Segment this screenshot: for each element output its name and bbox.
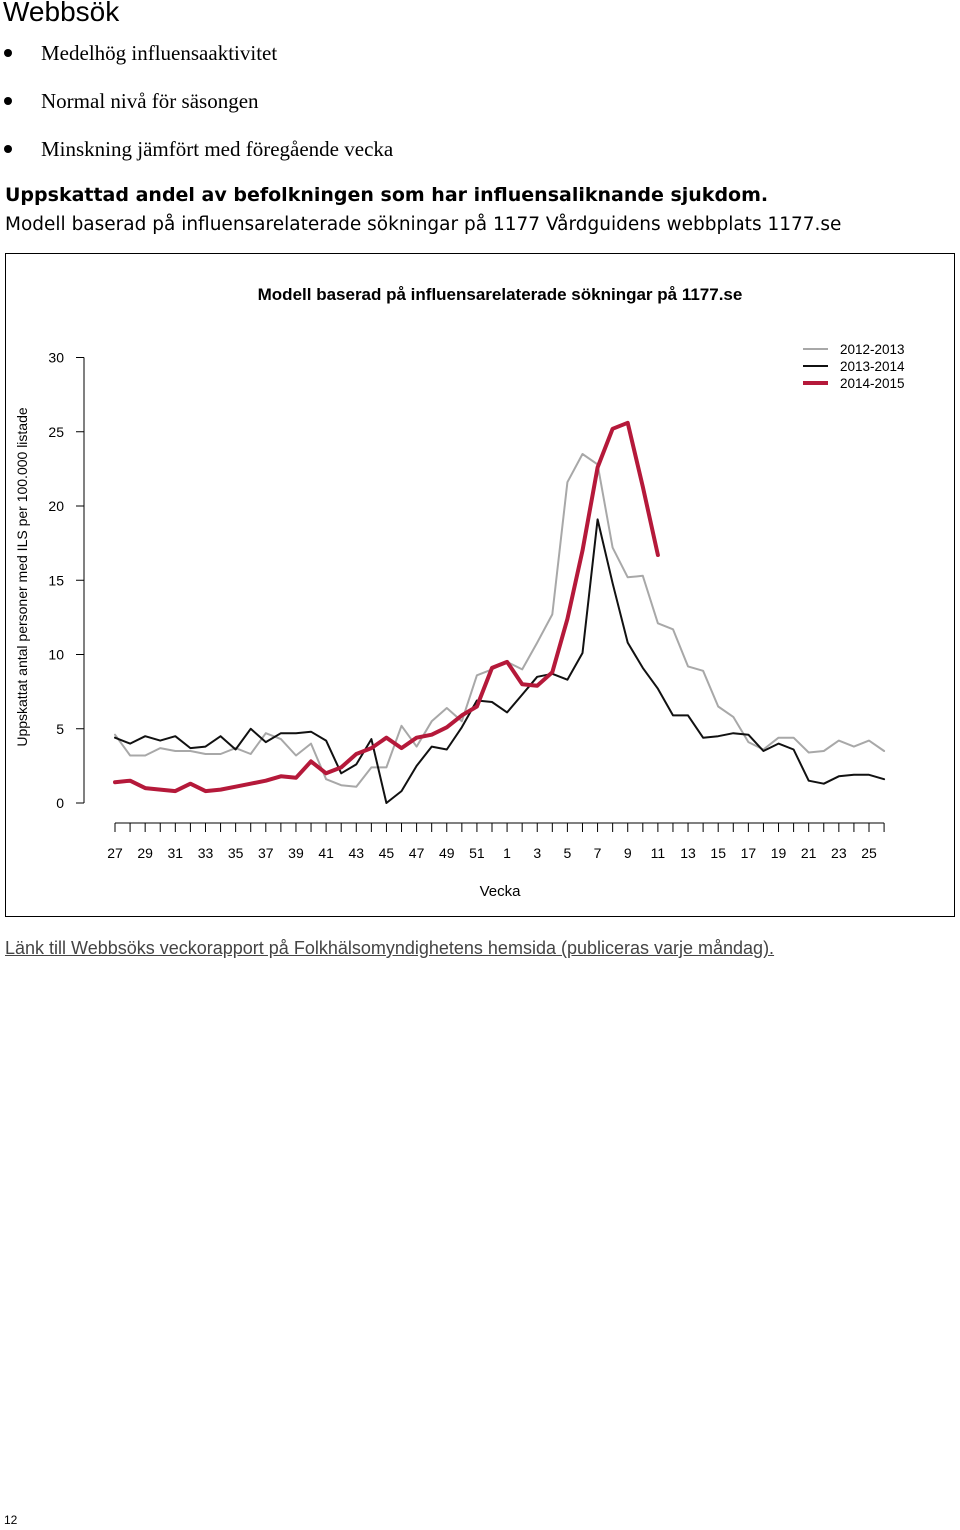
chart-frame: Modell baserad på influensarelaterade sö… — [5, 253, 955, 917]
x-tick-label: 29 — [137, 845, 153, 861]
x-tick-label: 49 — [439, 845, 455, 861]
legend-label: 2014-2015 — [840, 376, 905, 391]
y-tick-label: 5 — [56, 721, 64, 737]
y-axis-label: Uppskattat antal personer med ILS per 10… — [14, 407, 30, 747]
x-tick-label: 27 — [107, 845, 123, 861]
x-tick-label: 43 — [348, 845, 364, 861]
y-tick-label: 15 — [48, 572, 64, 588]
y-tick-label: 30 — [48, 350, 64, 366]
series-line-2014-2015 — [113, 420, 660, 794]
x-tick-label: 9 — [624, 845, 632, 861]
x-tick-label: 33 — [198, 845, 214, 861]
x-tick-label: 47 — [409, 845, 425, 861]
status-bullet-list: Medelhög influensaaktivitet Normal nivå … — [0, 38, 393, 182]
x-tick-label: 19 — [771, 845, 787, 861]
y-tick-label: 10 — [48, 647, 64, 663]
series-line-2012-2013 — [114, 453, 886, 788]
x-tick-label: 3 — [533, 845, 541, 861]
bullet-item: Normal nivå för säsongen — [0, 86, 393, 134]
x-tick-label: 23 — [831, 845, 847, 861]
page-heading: Webbsök — [3, 0, 120, 27]
series-line-2013-2014 — [114, 518, 886, 804]
chart-subheading: Uppskattad andel av befolkningen som har… — [5, 184, 769, 206]
chart-title: Modell baserad på influensarelaterade sö… — [258, 285, 743, 304]
bullet-item: Medelhög influensaaktivitet — [0, 38, 393, 86]
legend-label: 2012-2013 — [840, 342, 905, 357]
bullet-item: Minskning jämfört med föregående vecka — [0, 134, 393, 182]
weekly-report-link[interactable]: Länk till Webbsöks veckorapport på Folkh… — [5, 938, 775, 958]
page-number: 12 — [4, 1513, 18, 1527]
x-tick-label: 13 — [680, 845, 696, 861]
x-tick-label: 1 — [503, 845, 511, 861]
y-tick-label: 20 — [48, 498, 64, 514]
x-tick-label: 37 — [258, 845, 274, 861]
x-tick-label: 41 — [318, 845, 334, 861]
x-tick-label: 17 — [741, 845, 757, 861]
y-tick-label: 25 — [48, 424, 64, 440]
x-tick-label: 5 — [564, 845, 572, 861]
x-tick-label: 25 — [861, 845, 877, 861]
x-tick-label: 21 — [801, 845, 817, 861]
x-tick-label: 51 — [469, 845, 485, 861]
x-tick-label: 35 — [228, 845, 244, 861]
x-tick-label: 31 — [168, 845, 184, 861]
chart-description: Modell baserad på influensarelaterade sö… — [5, 214, 842, 235]
y-tick-label: 0 — [56, 795, 64, 811]
ils-line-chart: Modell baserad på influensarelaterade sö… — [14, 285, 905, 900]
x-tick-label: 45 — [379, 845, 395, 861]
x-tick-label: 7 — [594, 845, 602, 861]
x-tick-label: 39 — [288, 845, 304, 861]
x-axis-label: Vecka — [480, 883, 522, 900]
x-tick-label: 11 — [651, 845, 666, 861]
legend-label: 2013-2014 — [840, 359, 905, 374]
x-tick-label: 15 — [710, 845, 726, 861]
